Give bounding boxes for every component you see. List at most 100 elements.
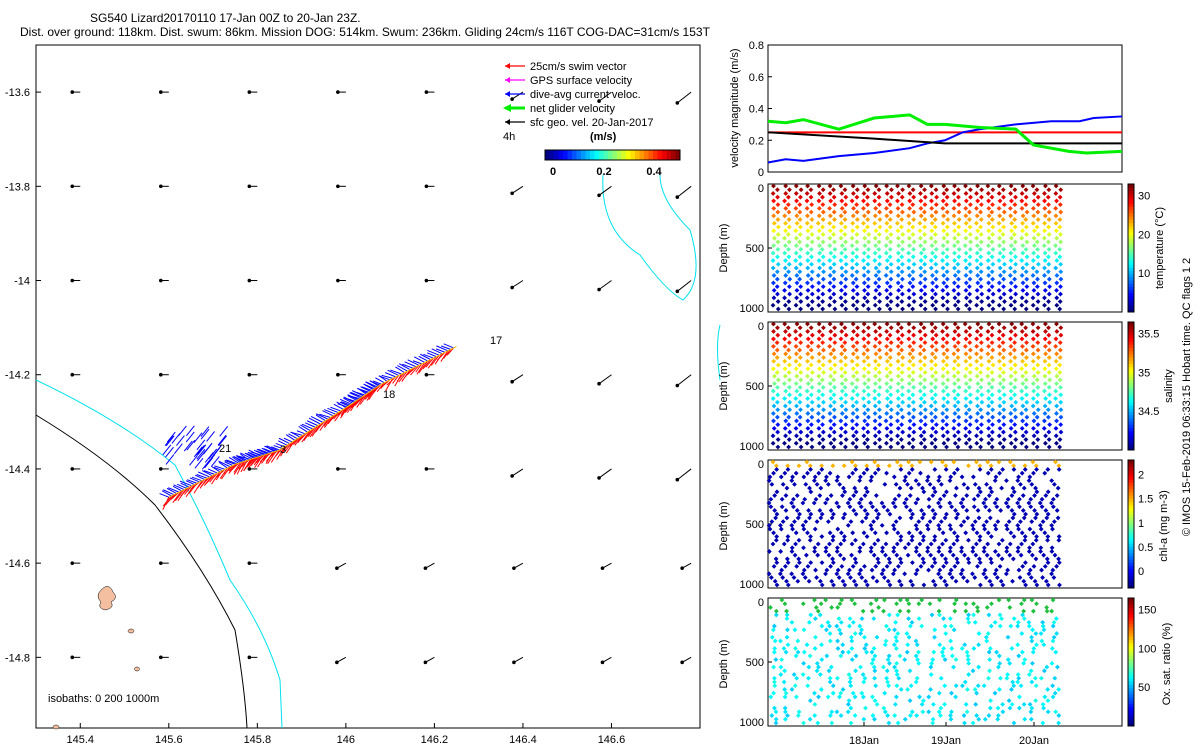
x-tick-label: 146.2 [421, 734, 449, 746]
geo-arrow [335, 656, 347, 665]
profile-point [1020, 403, 1026, 409]
profile-point [936, 545, 942, 551]
dac-vector [261, 447, 272, 454]
profile-point [933, 261, 939, 267]
swim-vector [301, 430, 311, 443]
profile-point [772, 683, 778, 689]
track-map: 145.4 145.6 145.8 146 146.2 146.4 146.6-13.6-1… [5, 44, 721, 746]
profile-point [902, 571, 908, 577]
profile-point [817, 508, 823, 513]
profile-point [829, 515, 835, 521]
profile-point [885, 679, 890, 685]
profile-point [854, 414, 860, 420]
profile-point [816, 470, 822, 476]
swim-vector [245, 457, 255, 469]
swim-vector [219, 467, 228, 479]
dac-vector [322, 410, 334, 417]
dac-vector [196, 473, 208, 479]
profile-point [806, 619, 812, 625]
profile-point [976, 664, 981, 670]
profile-point [990, 291, 996, 297]
profile-point [1040, 519, 1046, 525]
dac-vector [273, 444, 283, 449]
dac-vector [171, 433, 181, 444]
profile-point [963, 287, 969, 293]
profile-point [997, 265, 1003, 271]
profile-point [915, 496, 921, 502]
profile-point [808, 194, 814, 200]
profile-point [952, 343, 958, 349]
profile-point [903, 474, 908, 480]
profile-point [800, 601, 806, 607]
profile-point [936, 500, 941, 506]
profile-point [983, 575, 989, 580]
profile-point [808, 429, 814, 435]
profile-point [907, 668, 913, 674]
profile-point [793, 265, 799, 271]
dac-vector [193, 446, 203, 458]
profile-point [884, 228, 889, 234]
profile-point [768, 605, 773, 610]
profile-point [942, 657, 948, 663]
profile-point [985, 459, 991, 465]
profile-point [906, 616, 911, 622]
profile-point [917, 694, 922, 700]
profile-point [1030, 627, 1035, 633]
profile-point [874, 515, 880, 521]
swim-vector [174, 489, 185, 502]
swim-vector [425, 357, 434, 368]
profile-point [1029, 679, 1035, 685]
profile-point [862, 343, 867, 349]
profile-point [1000, 467, 1006, 472]
profile-point [850, 321, 856, 327]
profile-point [922, 362, 927, 368]
profile-point [786, 306, 792, 312]
xtick-19jan: 19Jan [931, 735, 961, 747]
profile-point [797, 414, 803, 420]
profile-point [766, 549, 772, 554]
profile-point [772, 679, 777, 685]
profile-point [990, 306, 996, 312]
profile-point [884, 336, 890, 342]
profile-point [967, 306, 972, 312]
profile-point [940, 329, 945, 334]
dac-vector [208, 448, 218, 460]
profile-point [837, 552, 843, 558]
dac-vector [300, 424, 311, 431]
legend-net: net glider velocity [530, 103, 615, 115]
profile-point [840, 649, 846, 655]
profile-point [860, 541, 866, 547]
profile-point [857, 474, 863, 480]
profile-point [774, 582, 780, 588]
profile-point [818, 601, 824, 607]
profile-point [989, 384, 995, 390]
profile-point [1037, 522, 1043, 528]
profile-point [863, 515, 869, 521]
dac-vector [343, 397, 353, 404]
reef-contour [717, 324, 721, 381]
profile-point [875, 467, 881, 472]
profile-point [959, 545, 965, 551]
profile-point [771, 280, 776, 286]
dac-vector [166, 431, 176, 443]
profile-point [775, 362, 781, 368]
profile-point [953, 657, 959, 663]
profile-point [866, 414, 871, 420]
swim-vector [196, 479, 205, 489]
profile-point [963, 329, 969, 334]
profile-point [1021, 608, 1027, 614]
profile-point [954, 556, 960, 562]
x-tick-label: 145.4 [67, 734, 95, 746]
profile-point [824, 627, 829, 633]
profile-point [831, 209, 837, 215]
profile-point [967, 370, 973, 375]
profile-point [952, 358, 958, 364]
profile-point [1009, 228, 1015, 234]
profile-point [861, 329, 866, 334]
profile-point [877, 384, 883, 390]
glider-track [168, 346, 457, 498]
swim-vector [407, 366, 417, 376]
profile-point [831, 444, 837, 450]
profile-point [770, 459, 776, 465]
profile-point [864, 534, 870, 539]
